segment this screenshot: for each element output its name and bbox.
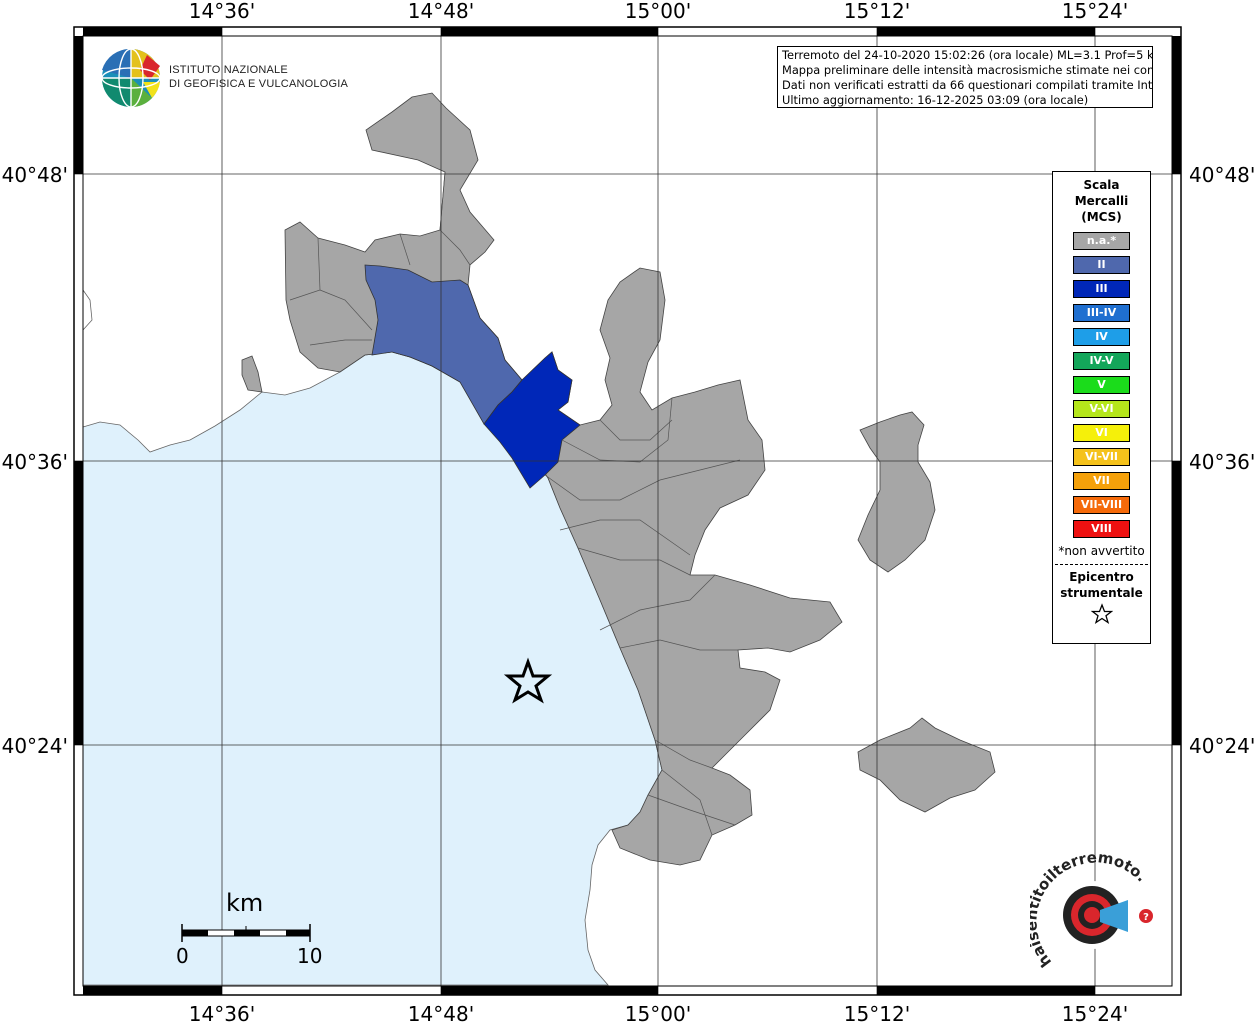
tick-label-left: 40°48' xyxy=(2,163,68,187)
top-tick-labels: 14°36' 14°48' 15°00' 15°12' 15°24' xyxy=(189,0,1128,23)
tick-label-top: 14°36' xyxy=(189,0,255,23)
legend-title-line: Mercalli xyxy=(1074,194,1129,208)
legend-item: VI xyxy=(1073,424,1130,442)
land-na-islet xyxy=(241,355,263,393)
bottom-tick-labels: 14°36' 14°48' 15°00' 15°12' 15°24' xyxy=(189,1002,1128,1024)
legend-title: Scala Mercalli (MCS) xyxy=(1053,177,1150,225)
hst-logo-icon: ? xyxy=(1058,881,1153,949)
legend-item: VI-VII xyxy=(1073,448,1130,466)
legend-item: VII-VIII xyxy=(1073,496,1130,514)
tick-label-bottom: 15°12' xyxy=(844,1002,910,1024)
ingv-logo-icon xyxy=(101,48,161,108)
scale-end-label: 10 xyxy=(297,944,323,968)
event-info-line: Dati non verificati estratti da 66 quest… xyxy=(782,78,1153,92)
tick-label-top: 15°24' xyxy=(1062,0,1128,23)
legend-item: III-IV xyxy=(1073,304,1130,322)
legend-epicenter-label: Epicentro strumentale xyxy=(1053,569,1150,601)
legend-note: *non avvertito xyxy=(1058,544,1145,558)
legend-epicenter-line: strumentale xyxy=(1060,586,1143,600)
legend-star-icon xyxy=(1053,603,1150,629)
tick-label-bottom: 14°36' xyxy=(189,1002,255,1024)
left-tick-labels: 40°48' 40°36' 40°24' xyxy=(2,163,68,758)
legend-item: V xyxy=(1073,376,1130,394)
municipal-borders xyxy=(289,171,741,836)
tick-label-bottom: 14°48' xyxy=(408,1002,474,1024)
hst-logo-textpath: haisentitoilterremoto.it www xyxy=(1030,852,1151,971)
ingv-logo-text: ISTITUTO NAZIONALE DI GEOFISICA E VULCAN… xyxy=(169,63,348,91)
tick-label-top: 15°00' xyxy=(625,0,691,23)
event-info-line: Mappa preliminare delle intensità macros… xyxy=(782,63,1153,77)
epicenter-star-icon xyxy=(503,657,553,704)
legend-items: n.a.* II III III-IV IV IV-V V V-VI VI VI-VII VII VI… xyxy=(1053,232,1150,538)
scale-unit-label: km xyxy=(226,889,264,917)
tick-label-left: 40°24' xyxy=(2,734,68,758)
event-info-line: Terremoto del 24-10-2020 15:02:26 (ora l… xyxy=(782,48,1153,62)
tick-label-right: 40°48' xyxy=(1189,163,1254,187)
legend-item: VIII xyxy=(1073,520,1130,538)
tick-label-bottom: 15°24' xyxy=(1062,1002,1128,1024)
scale-start-label: 0 xyxy=(176,944,189,968)
right-tick-labels: 40°48' 40°36' 40°24' xyxy=(1189,163,1254,758)
legend-divider xyxy=(1055,564,1148,565)
legend-epicenter-line: Epicentro xyxy=(1069,570,1134,584)
tick-label-top: 14°48' xyxy=(408,0,474,23)
mcs-legend: Scala Mercalli (MCS) n.a.* II III III-IV IV I… xyxy=(1052,171,1151,644)
svg-text:haisentitoilterremoto.it www: haisentitoilterremoto.it www xyxy=(1030,852,1151,971)
event-info-box: Terremoto del 24-10-2020 15:02:26 (ora l… xyxy=(777,46,1153,108)
legend-item: IV-V xyxy=(1073,352,1130,370)
svg-text:?: ? xyxy=(1143,912,1149,923)
legend-item: III xyxy=(1073,280,1130,298)
legend-title-line: (MCS) xyxy=(1081,210,1122,224)
legend-item: n.a.* xyxy=(1073,232,1130,250)
tick-label-right: 40°36' xyxy=(1189,450,1254,474)
tick-label-left: 40°36' xyxy=(2,450,68,474)
legend-item: IV xyxy=(1073,328,1130,346)
ingv-logo-line: DI GEOFISICA E VULCANOLOGIA xyxy=(169,78,348,90)
legend-item: VII xyxy=(1073,472,1130,490)
tick-label-top: 15°12' xyxy=(844,0,910,23)
tick-label-right: 40°24' xyxy=(1189,734,1254,758)
event-info-line: Ultimo aggiornamento: 16-12-2025 03:09 (… xyxy=(782,93,1089,107)
legend-title-line: Scala xyxy=(1083,178,1120,192)
scale-bar xyxy=(181,924,311,942)
tick-label-bottom: 15°00' xyxy=(625,1002,691,1024)
ingv-logo-line: ISTITUTO NAZIONALE xyxy=(169,64,288,76)
municipality-intensity-iii xyxy=(483,351,581,489)
legend-item: V-VI xyxy=(1073,400,1130,418)
map-frame xyxy=(73,26,1182,996)
land-na-southeast xyxy=(857,717,996,813)
hst-logo-text: haisentitoilterremoto.it www xyxy=(1030,852,1151,971)
coast-fragment xyxy=(82,289,93,331)
legend-item: II xyxy=(1073,256,1130,274)
